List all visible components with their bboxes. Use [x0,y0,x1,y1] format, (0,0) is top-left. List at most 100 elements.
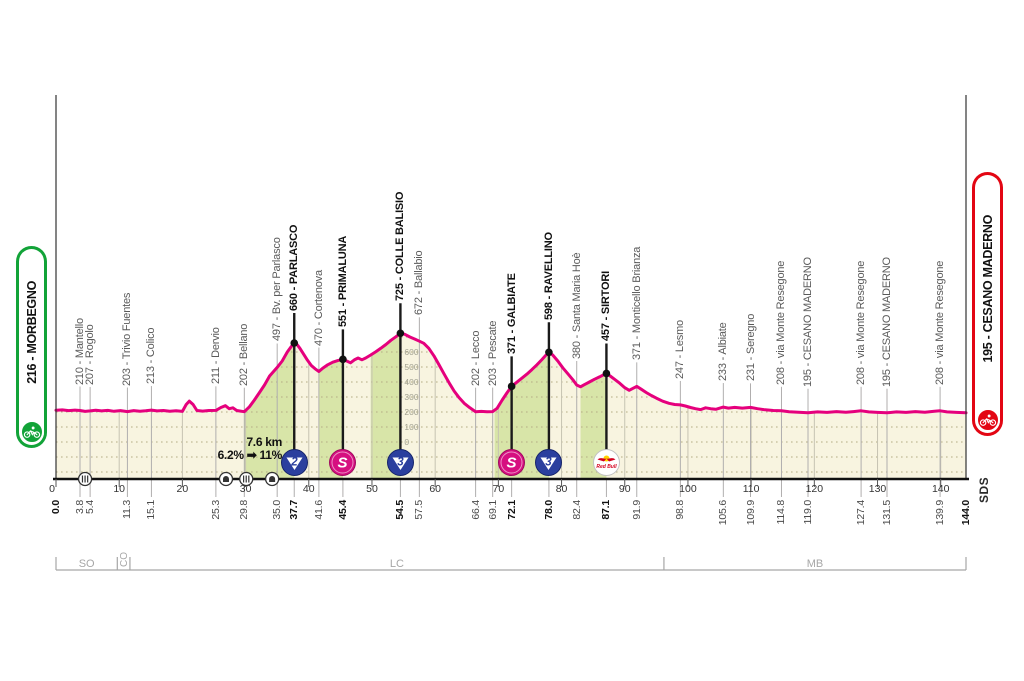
waypoint-label: 672 - Ballabio [413,250,426,316]
elevation-scale-label: 100 [404,422,418,432]
province-label: CO [118,552,130,567]
km-label: 78.0 [542,500,555,520]
finish-badge-label: 195 - CESANO MADERNO [980,215,995,363]
province-label: LC [390,558,404,570]
svg-text:3: 3 [546,457,553,469]
redbull-km-marker: Red Bull [592,449,620,476]
climb-segment-shading [244,333,295,479]
climb-marker-cat2: 2 [280,449,308,476]
climb-marker-cat3: 3 [535,449,563,476]
km-label: 25.3 [209,500,222,520]
km-label: 69.1 [486,500,499,520]
svg-text:Red Bull: Red Bull [596,464,617,470]
finish-badge-inner: 195 - CESANO MADERNO [975,175,1000,433]
km-label: 66.4 [469,500,482,520]
gradient-annotation: 7.6 km 6.2% ➡ 11% [217,435,283,462]
x-major-tick-label: 120 [806,483,824,495]
waypoint-label: 202 - Lecco [469,330,482,386]
x-major-tick-label: 90 [619,483,631,495]
svg-text:3: 3 [397,457,404,469]
x-major-tick-label: 110 [743,483,760,495]
x-major-tick-label: 20 [177,483,189,495]
waypoint-label: 211 - Dervio [209,327,222,385]
waypoint-label: 208 - via Monte Resegone [934,260,947,385]
km-label: 72.1 [505,500,518,520]
waypoint-label: 497 - Bv. per Parlasco [271,237,284,342]
km-label: 37.7 [288,500,301,520]
km-label: 131.5 [881,500,893,526]
waypoint-label: 660 - PARLASCO [288,224,301,311]
km-label: 114.8 [775,500,788,525]
km-label: 11.3 [121,500,134,519]
elevation-scale-label: 500 [404,362,418,372]
waypoint-dot [507,382,516,391]
km-label: 5.4 [84,500,97,514]
km-label: 57.5 [413,500,426,520]
tunnel-icon [264,471,280,487]
gradient-annotation-percent: 6.2% ➡ 11% [217,448,283,462]
km-label: 109.9 [744,500,757,526]
km-label: 0.0 [50,500,62,514]
waypoint-dot [545,348,553,357]
signature-sds: SDS [977,476,991,503]
waypoint-label: 202 - Bellano [238,323,251,386]
waypoint-label: 208 - via Monte Resegone [855,260,868,385]
province-label: SO [79,558,95,570]
km-label: 82.4 [570,500,583,520]
km-label: 41.6 [312,500,325,520]
x-major-tick-label: 60 [429,483,441,495]
km-label: 54.5 [394,500,407,520]
elevation-scale-label: 200 [404,407,418,417]
waypoint-label: 208 - via Monte Resegone [775,260,788,385]
waypoint-label: 457 - SIRTORI [600,271,613,342]
x-major-tick-label: 40 [303,483,315,495]
km-label: 98.8 [674,500,687,520]
x-major-tick-label: 0 [49,483,55,495]
x-major-tick-label: 10 [113,483,125,495]
waypoint-label: 207 - Rogolo [84,324,97,385]
km-label: 127.4 [855,500,868,526]
km-label: 29.8 [238,500,251,520]
waypoint-label: 551 - PRIMALUNA [336,236,349,328]
waypoint-dot [396,329,405,338]
profile-line [54,331,968,415]
x-major-tick-label: 80 [556,483,568,495]
km-label: 35.0 [271,500,284,520]
waypoint-dot [339,355,347,364]
start-badge-inner: 216 - MORBEGNO [19,249,44,445]
svg-text:2: 2 [290,457,298,469]
km-label: 139.9 [934,500,947,526]
km-label: 45.4 [336,500,349,520]
x-major-tick-label: 100 [679,483,697,495]
climb-marker-cat3: 3 [386,449,414,476]
waypoint-label: 203 - Pescate [486,320,499,386]
gradient-annotation-length: 7.6 km [246,435,282,449]
x-major-tick-label: 130 [869,483,887,495]
waypoint-label: 213 - Colico [145,327,158,385]
elevation-scale-label: 600 [404,347,418,357]
waypoint-label: 233 - Albiate [717,322,730,382]
x-major-tick-label: 50 [366,483,378,495]
km-label: 91.9 [630,500,643,520]
start-cyclist-icon [19,420,44,444]
finish-badge: 195 - CESANO MADERNO [972,172,1003,436]
x-major-tick-label: 140 [932,483,950,495]
climb-segment-shading [494,333,549,479]
km-label: 87.1 [600,500,613,520]
waypoint-label: 470 - Cortenova [312,269,325,346]
x-major-tick-label: 30 [240,483,252,495]
start-badge: 216 - MORBEGNO [16,246,47,448]
crossing-icon [77,471,93,487]
province-label: MB [807,558,824,570]
x-major-tick-label: 70 [493,483,505,495]
waypoint-label: 195 - CESANO MADERNO [881,256,893,387]
waypoint-label: 380 - Santa Maria Hoè [570,252,583,359]
tunnel-icon [218,471,234,487]
km-label: 144.0 [960,500,972,526]
km-label: 119.0 [802,500,814,525]
start-badge-label: 216 - MORBEGNO [24,280,39,384]
waypoint-label: 247 - Lesmo [674,319,687,379]
waypoint-label: 371 - Monticello Brianza [630,247,643,361]
waypoint-label: 725 - COLLE BALISIO [394,191,407,302]
finish-cyclist-icon [975,408,1000,432]
